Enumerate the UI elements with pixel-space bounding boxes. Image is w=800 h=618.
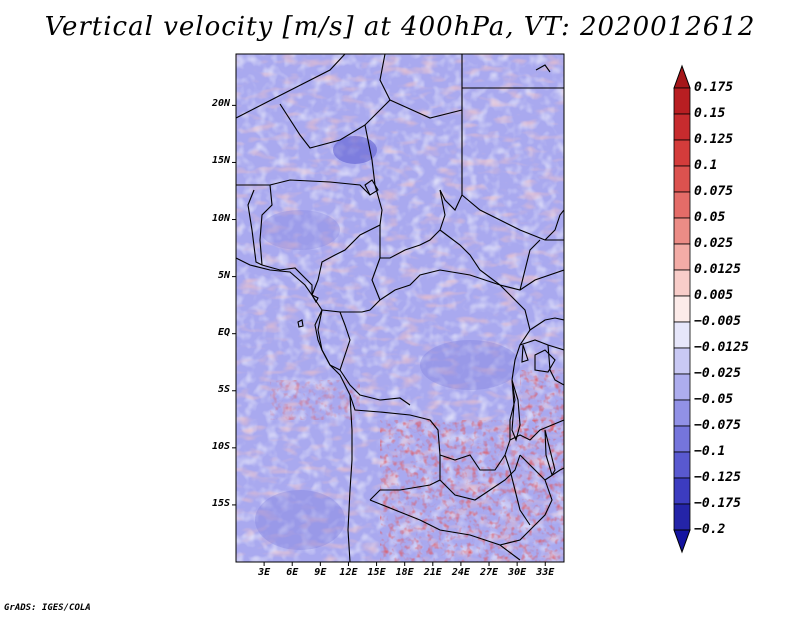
lat-tick-label: 15N — [211, 155, 230, 167]
lon-tick-label: 21E — [423, 567, 442, 578]
colorbar-label: −0.175 — [694, 496, 741, 511]
colorbar-segment — [673, 217, 691, 245]
lon-tick-label: 18E — [395, 567, 414, 578]
lon-tick-label: 27E — [479, 567, 499, 578]
colorbar-label: 0.025 — [694, 236, 734, 251]
colorbar-label: 0.005 — [694, 288, 734, 303]
lat-tick-label: 15S — [211, 497, 230, 509]
colorbar-segment — [673, 113, 691, 141]
colorbar-label: −0.125 — [694, 470, 741, 485]
colorbar-segment — [673, 477, 691, 505]
map-frame — [235, 53, 565, 563]
lat-tick-label: 10S — [211, 440, 230, 452]
lat-tick-label: 5S — [217, 383, 230, 395]
lat-tick-label: 10N — [211, 212, 230, 224]
colorbar-segment — [673, 87, 691, 115]
colorbar-segment — [673, 243, 691, 271]
colorbar-label: 0.125 — [694, 132, 734, 147]
colorbar-segment — [673, 451, 691, 479]
lon-tick-label: 24E — [451, 567, 470, 578]
plot-title: Vertical velocity [m/s] at 400hPa, VT: 2… — [44, 12, 756, 42]
lon-tick-label: 30E — [508, 567, 527, 578]
lon-tick-label: 15E — [367, 567, 386, 578]
lon-tick-label: 33E — [536, 567, 555, 578]
colorbar-label: 0.075 — [694, 184, 734, 199]
colorbar-label: −0.025 — [694, 366, 741, 381]
lon-tick-label: 3E — [258, 567, 271, 578]
credit-footer: GrADS: IGES/COLA — [4, 603, 91, 613]
colorbar-segment — [673, 321, 691, 349]
colorbar-segment — [673, 373, 691, 401]
colorbar-top-arrow — [673, 64, 691, 89]
colorbar-segment — [673, 165, 691, 193]
colorbar-label: 0.05 — [694, 210, 726, 225]
colorbar-segment — [673, 269, 691, 297]
lon-tick-label: 12E — [339, 567, 358, 578]
velocity-field — [236, 54, 564, 562]
colorbar-label: 0.175 — [694, 80, 734, 95]
colorbar-label: −0.0125 — [694, 340, 749, 355]
lat-tick-label: 20N — [211, 98, 230, 110]
colorbar-label: 0.0125 — [694, 262, 741, 277]
colorbar-label: 0.1 — [694, 158, 718, 173]
colorbar-segment — [673, 347, 691, 375]
colorbar — [673, 64, 691, 554]
colorbar-label: 0.15 — [694, 106, 726, 121]
colorbar-bottom-arrow — [673, 529, 691, 554]
colorbar-segment — [673, 191, 691, 219]
colorbar-segment — [673, 399, 691, 427]
colorbar-segment — [673, 503, 691, 531]
lat-tick-label: 5N — [217, 269, 230, 281]
colorbar-label: −0.075 — [694, 418, 741, 433]
lon-tick-label: 9E — [314, 567, 327, 578]
colorbar-label: −0.05 — [694, 392, 734, 407]
colorbar-label: −0.2 — [694, 522, 726, 537]
colorbar-segment — [673, 295, 691, 323]
lon-tick-label: 6E — [286, 567, 299, 578]
country-borders — [236, 54, 564, 562]
colorbar-label: −0.005 — [694, 314, 741, 329]
axis-ticks — [232, 104, 546, 566]
lat-tick-label: EQ — [217, 326, 230, 338]
colorbar-segment — [673, 425, 691, 453]
colorbar-segment — [673, 139, 691, 167]
colorbar-label: −0.1 — [694, 444, 726, 459]
